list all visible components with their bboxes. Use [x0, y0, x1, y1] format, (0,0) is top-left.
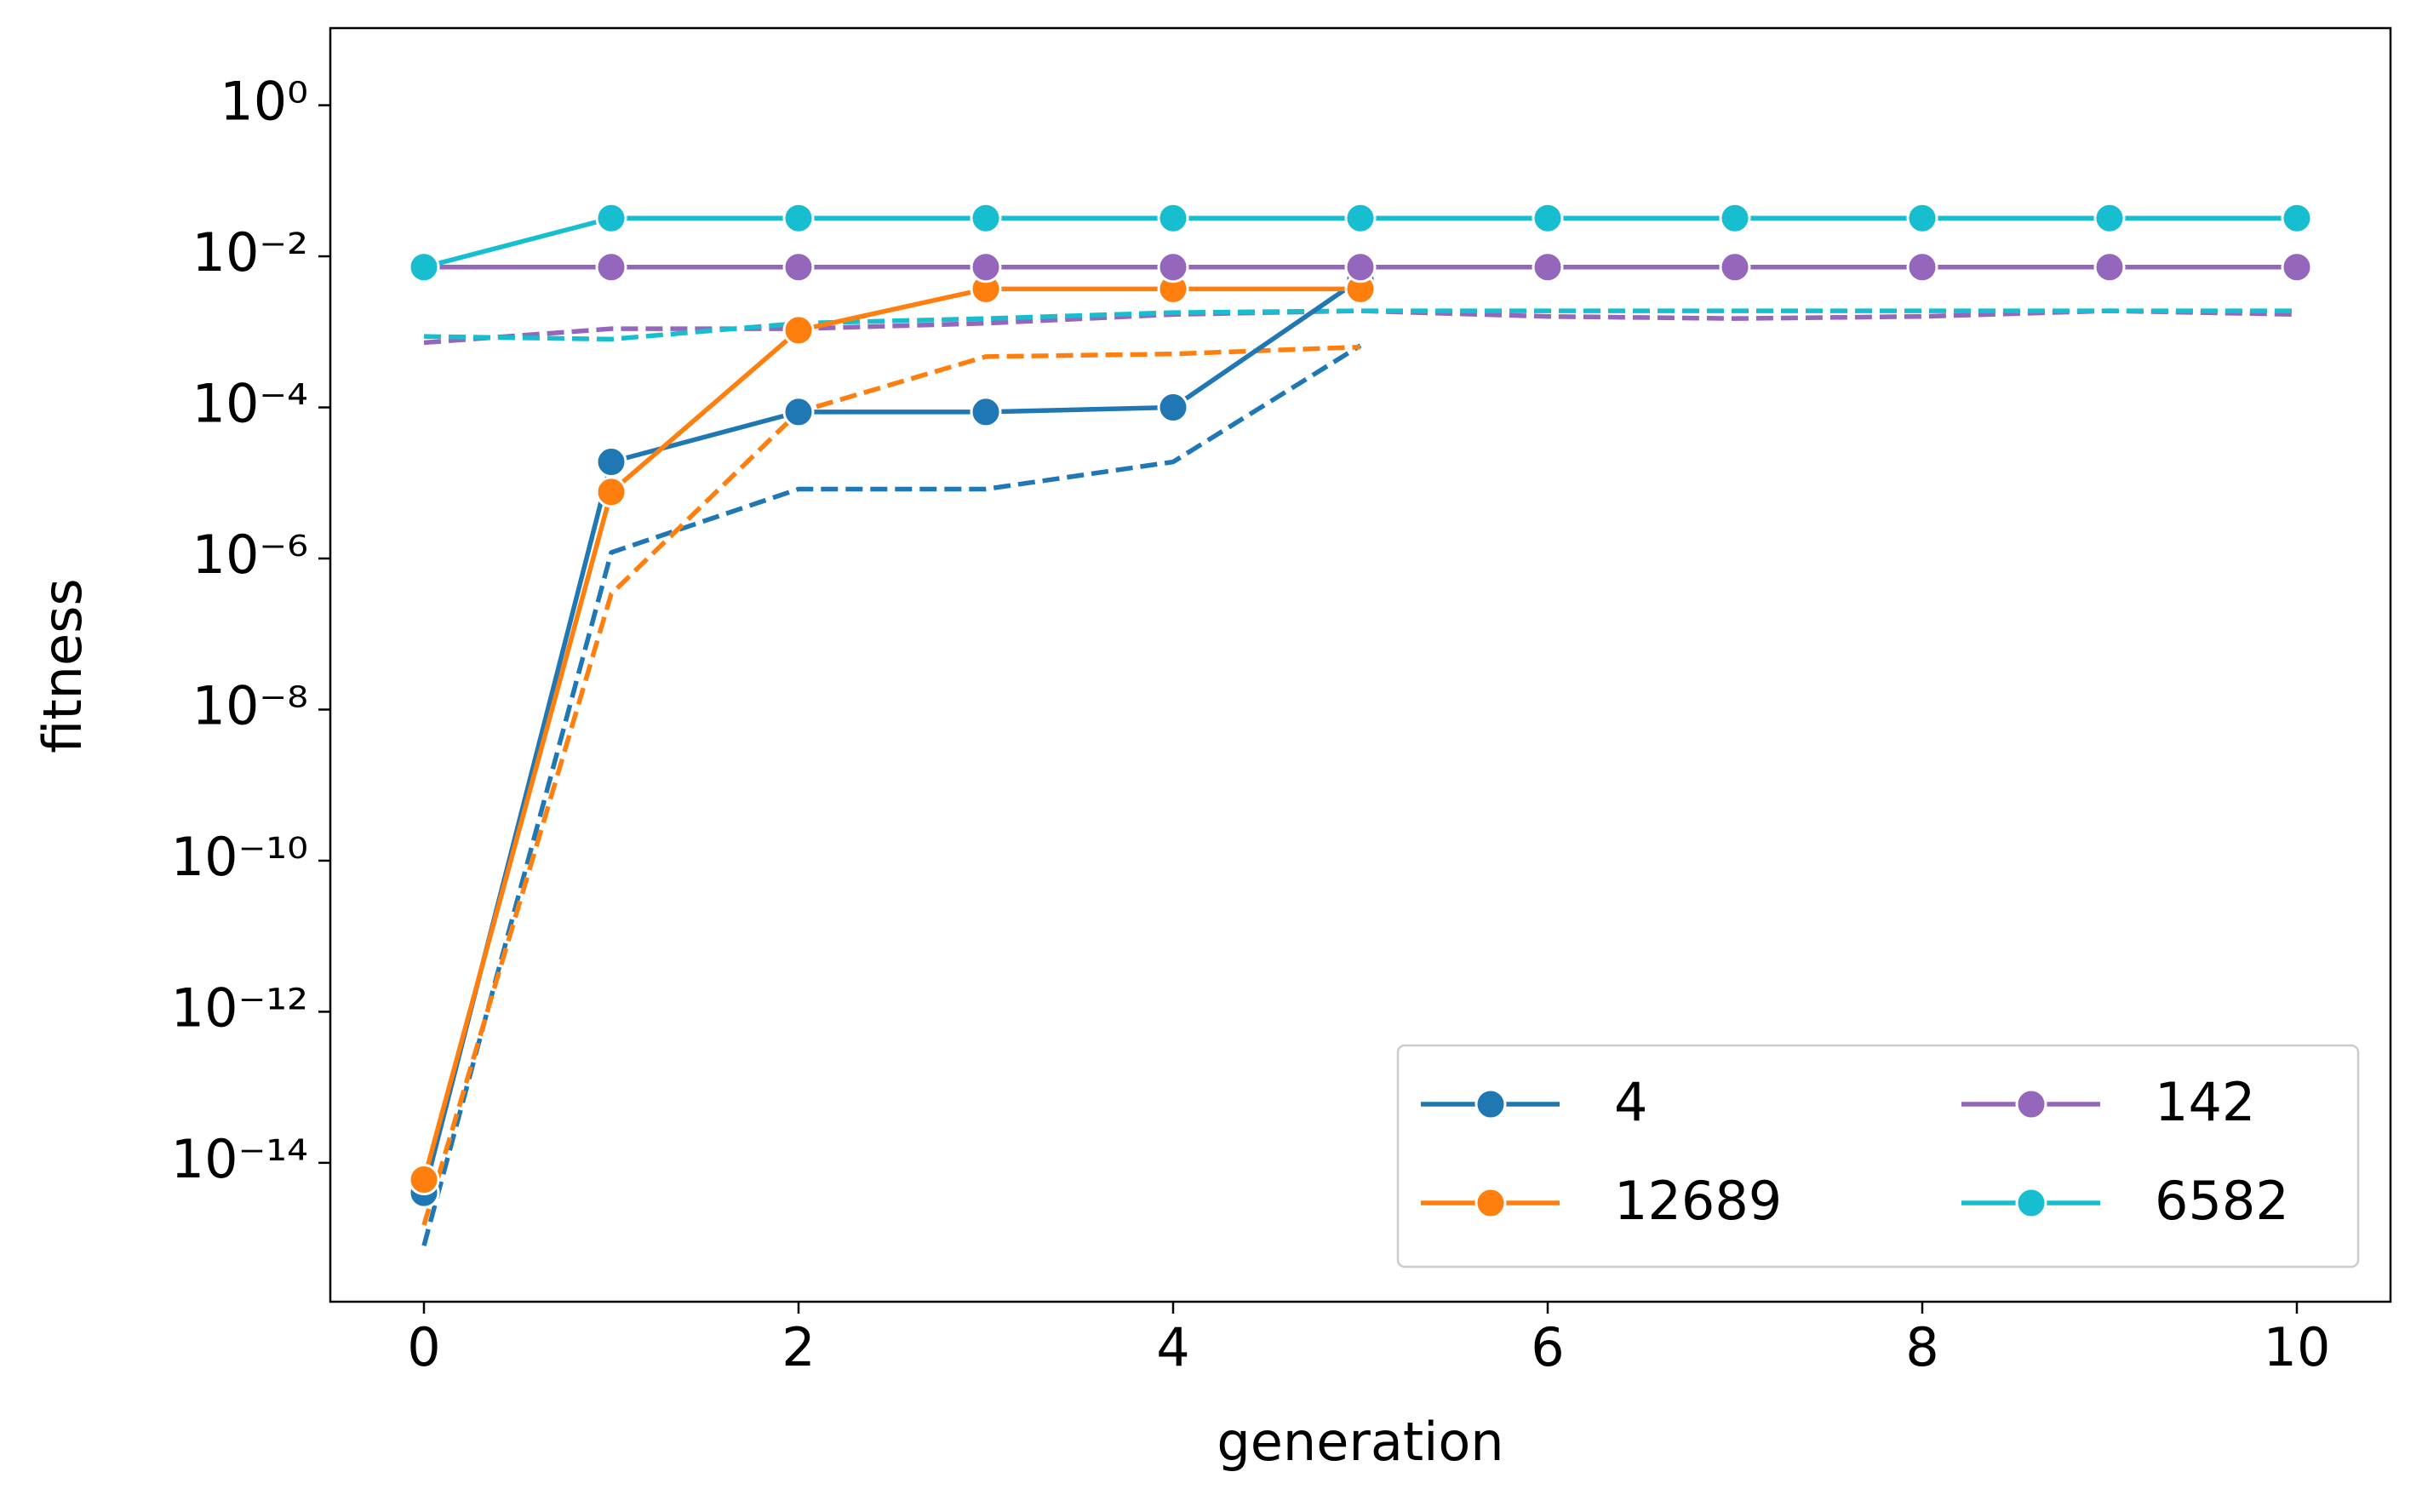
marker	[408, 251, 440, 284]
y-tick-label: 10⁻¹⁰	[171, 826, 308, 888]
marker	[1906, 251, 1938, 284]
y-tick-label: 10⁻¹⁴	[171, 1128, 308, 1190]
mean-line	[421, 344, 1361, 1226]
marker	[1532, 251, 1564, 284]
marker	[595, 202, 627, 234]
marker	[595, 446, 627, 478]
legend-label: 6582	[2155, 1170, 2289, 1232]
legend-marker	[1474, 1088, 1507, 1120]
marker	[2093, 202, 2126, 234]
x-tick-label: 2	[782, 1316, 815, 1378]
legend-label: 142	[2155, 1071, 2255, 1133]
x-tick-label: 0	[407, 1316, 440, 1378]
marker	[782, 202, 815, 234]
marker	[1157, 251, 1189, 284]
legend-label: 4	[1614, 1071, 1647, 1133]
marker	[408, 1164, 440, 1196]
marker	[782, 314, 815, 346]
y-tick-label: 10⁻⁴	[192, 373, 308, 435]
marker	[1157, 392, 1189, 424]
marker	[595, 476, 627, 508]
legend-box	[1396, 1044, 2360, 1269]
line	[421, 286, 1360, 1181]
mean-line	[423, 308, 2297, 342]
marker	[1719, 202, 1751, 234]
plot-frame	[329, 26, 2392, 1303]
x-tick-label: 10	[2264, 1316, 2331, 1378]
line	[421, 277, 1362, 1194]
marker	[2093, 251, 2126, 284]
y-tick-label: 10⁰	[220, 71, 308, 133]
y-tick-label: 10⁻⁶	[192, 524, 308, 586]
marker	[1157, 202, 1189, 234]
marker	[2281, 251, 2313, 284]
mean-line	[423, 308, 2298, 346]
y-tick-label: 10⁻¹²	[171, 976, 308, 1039]
marker	[970, 251, 1002, 284]
x-tick-label: 8	[1905, 1316, 1938, 1378]
marker	[782, 251, 815, 284]
x-axis-label: generation	[1217, 1411, 1503, 1473]
y-tick-label: 10⁻⁸	[192, 675, 308, 737]
mean-line	[421, 343, 1362, 1246]
legend-label: 12689	[1614, 1170, 1782, 1232]
marker	[970, 202, 1002, 234]
marker	[782, 396, 815, 428]
marker	[970, 396, 1002, 428]
marker	[1344, 251, 1377, 284]
legend-marker	[2015, 1088, 2047, 1120]
legend-marker	[1474, 1187, 1507, 1219]
x-tick-label: 6	[1531, 1316, 1564, 1378]
x-tick-label: 4	[1156, 1316, 1189, 1378]
y-axis-label: fitness	[31, 578, 94, 753]
marker	[1906, 202, 1938, 234]
legend-marker	[2015, 1187, 2047, 1219]
marker	[1344, 202, 1377, 234]
marker	[2281, 202, 2313, 234]
y-tick-label: 10⁻²	[192, 221, 308, 284]
marker	[1719, 251, 1751, 284]
marker	[595, 251, 627, 284]
marker	[1532, 202, 1564, 234]
